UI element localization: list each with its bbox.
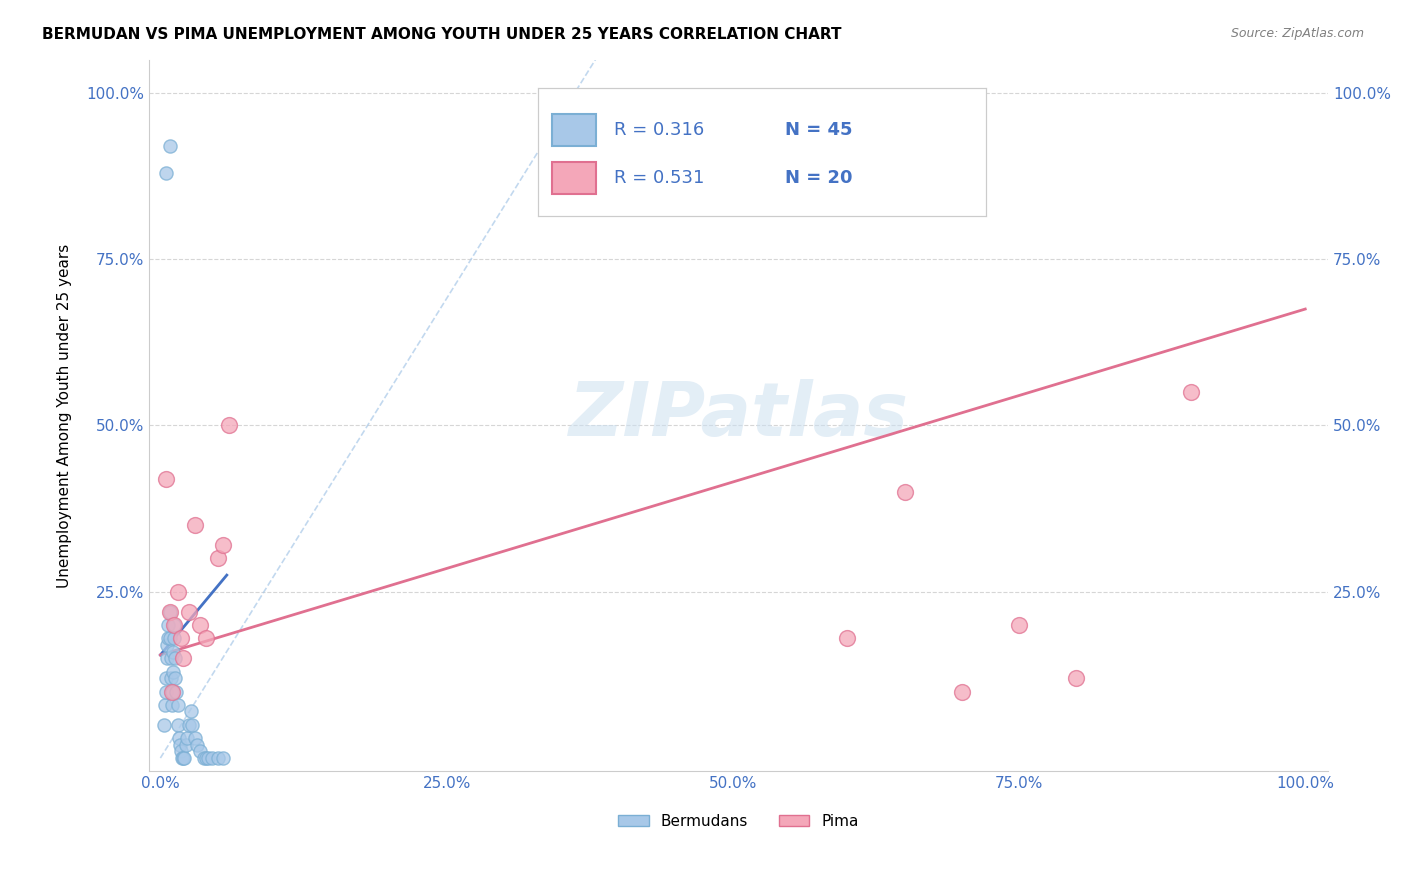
Point xyxy=(160,684,183,698)
Point xyxy=(153,718,176,732)
Point xyxy=(162,665,184,679)
Point xyxy=(207,751,229,765)
Point xyxy=(169,738,191,752)
Point xyxy=(197,751,219,765)
Point xyxy=(172,651,194,665)
Point xyxy=(1008,618,1031,632)
Point xyxy=(165,651,187,665)
Y-axis label: Unemployment Among Youth under 25 years: Unemployment Among Youth under 25 years xyxy=(58,244,72,588)
Point xyxy=(172,751,194,765)
Point xyxy=(180,705,202,719)
Point xyxy=(155,671,177,685)
Point xyxy=(159,605,181,619)
Point xyxy=(201,751,224,765)
Point xyxy=(167,731,190,745)
Point xyxy=(153,698,176,712)
Point xyxy=(177,605,200,619)
Point xyxy=(190,618,212,632)
Point xyxy=(155,684,177,698)
Point xyxy=(159,651,181,665)
Point xyxy=(159,139,181,153)
Text: ZIPatlas: ZIPatlas xyxy=(568,379,908,452)
Point xyxy=(156,651,179,665)
Point xyxy=(163,618,186,632)
Point xyxy=(160,684,183,698)
Point xyxy=(162,645,184,659)
Point xyxy=(157,632,180,646)
Point xyxy=(159,671,181,685)
Text: BERMUDAN VS PIMA UNEMPLOYMENT AMONG YOUTH UNDER 25 YEARS CORRELATION CHART: BERMUDAN VS PIMA UNEMPLOYMENT AMONG YOUT… xyxy=(42,27,842,42)
Point xyxy=(212,538,235,552)
Point xyxy=(165,684,187,698)
Point xyxy=(163,632,186,646)
Point xyxy=(195,632,218,646)
Legend: Bermudans, Pima: Bermudans, Pima xyxy=(612,807,865,835)
Text: Source: ZipAtlas.com: Source: ZipAtlas.com xyxy=(1230,27,1364,40)
Point xyxy=(174,738,197,752)
Point xyxy=(163,618,186,632)
Point xyxy=(177,718,200,732)
Point xyxy=(183,518,205,533)
Point xyxy=(166,718,188,732)
Point xyxy=(172,751,194,765)
Point xyxy=(207,551,229,566)
Point xyxy=(170,744,193,758)
Point xyxy=(950,684,973,698)
Point xyxy=(837,632,859,646)
Point xyxy=(157,618,180,632)
Point xyxy=(160,698,183,712)
Point xyxy=(1064,671,1087,685)
Point xyxy=(155,472,177,486)
Point xyxy=(195,751,218,765)
Point xyxy=(176,731,198,745)
Point xyxy=(173,751,195,765)
Point xyxy=(155,166,177,180)
Point xyxy=(186,738,208,752)
Point xyxy=(212,751,235,765)
Point xyxy=(218,418,240,433)
Point xyxy=(190,744,212,758)
Point xyxy=(893,485,915,500)
Point xyxy=(156,638,179,652)
Point xyxy=(159,632,181,646)
Point xyxy=(165,671,187,685)
Point xyxy=(183,731,205,745)
Point xyxy=(1180,385,1202,400)
Point xyxy=(181,718,204,732)
Point xyxy=(166,584,188,599)
Point xyxy=(170,632,193,646)
Point xyxy=(159,605,181,619)
Point xyxy=(193,751,215,765)
Point xyxy=(166,698,188,712)
